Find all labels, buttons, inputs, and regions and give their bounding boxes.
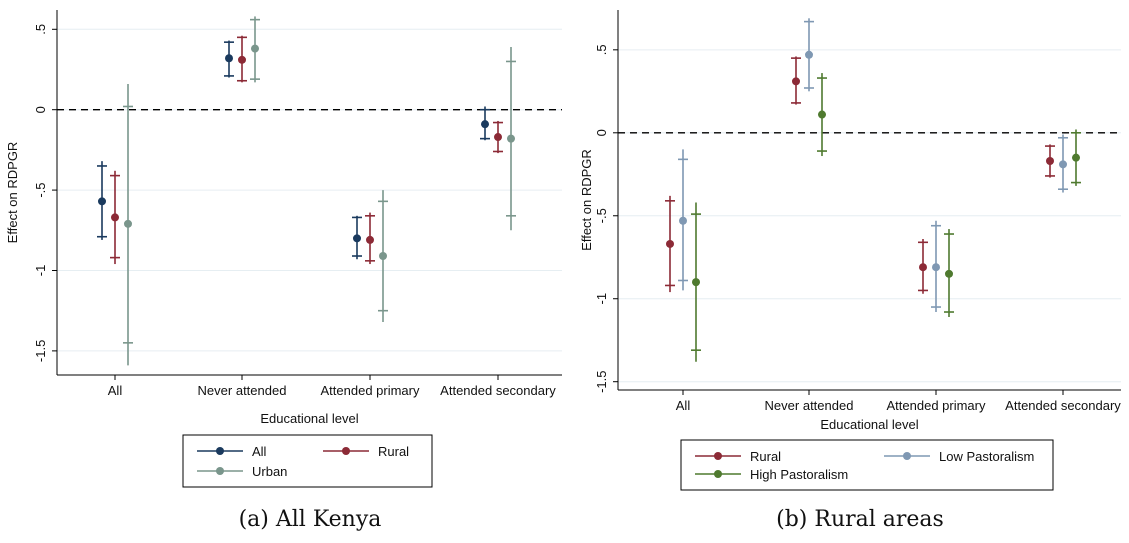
legend-label: Low Pastoralism (939, 449, 1034, 464)
x-tick-label: Never attended (765, 398, 854, 413)
data-point (481, 120, 489, 129)
y-tick-label: -.5 (33, 183, 48, 198)
legend-box (182, 434, 433, 488)
y-tick-label: -1 (594, 293, 609, 305)
legend-label: Rural (750, 449, 781, 464)
data-point (932, 263, 940, 272)
series-urban (123, 16, 516, 366)
x-tick-label: Attended primary (887, 398, 986, 413)
y-tick-label: 0 (594, 129, 609, 136)
data-point (225, 54, 233, 63)
data-point (818, 110, 826, 119)
data-point (666, 239, 674, 248)
y-tick-label: .5 (594, 44, 609, 55)
legend-item: Low Pastoralism (884, 449, 1034, 464)
legend-box (680, 439, 1054, 491)
data-point (238, 55, 246, 64)
legend-label: Urban (252, 464, 287, 479)
data-point (692, 278, 700, 287)
x-tick-label: Never attended (198, 383, 287, 398)
x-tick-label: Attended secondary (1005, 398, 1121, 413)
data-point (507, 134, 515, 143)
legend: All Rural Urban (182, 434, 433, 488)
panel-caption: (a) All Kenya (239, 507, 382, 532)
legend-label: High Pastoralism (750, 467, 848, 482)
y-axis-title: Effect on RDPGR (5, 142, 20, 244)
data-point (1072, 153, 1080, 162)
data-point (945, 269, 953, 278)
legend-item: Rural (695, 449, 781, 464)
x-axis-title: Educational level (260, 411, 358, 426)
data-point (805, 50, 813, 59)
x-tick-label: Attended primary (321, 383, 420, 398)
y-tick-label: -1.5 (33, 340, 48, 362)
legend: Rural Low Pastoralism High Pastoralism (680, 439, 1054, 491)
y-tick-label: 0 (33, 106, 48, 113)
legend-label: Rural (378, 444, 409, 459)
series-all (97, 40, 490, 260)
series-rural (665, 56, 1055, 294)
legend-item: Rural (323, 444, 409, 459)
data-point (792, 77, 800, 86)
y-tick-label: -.5 (594, 208, 609, 223)
data-point (679, 216, 687, 225)
data-point (919, 263, 927, 272)
x-tick-label: Attended secondary (440, 383, 556, 398)
data-point (494, 133, 502, 142)
data-point (111, 213, 119, 222)
x-tick-label: All (108, 383, 123, 398)
panel-a-all-kenya: .5 0 -.5 -1 -1.5 All Never attended Attended pr… (5, 10, 562, 532)
series-rural (110, 35, 503, 265)
data-point (251, 44, 259, 53)
legend-swatch-marker (216, 447, 224, 455)
x-tick-label: All (676, 398, 691, 413)
x-axis-title: Educational level (820, 417, 918, 432)
legend-swatch-marker (714, 452, 722, 460)
legend-item: All (197, 444, 267, 459)
y-axis-title: Effect on RDPGR (579, 149, 594, 251)
data-point (124, 219, 132, 228)
y-tick-label: .5 (33, 24, 48, 35)
data-point (353, 234, 361, 243)
panel-caption: (b) Rural areas (776, 507, 944, 532)
y-tick-label: -1.5 (594, 370, 609, 392)
data-point (1059, 160, 1067, 169)
y-tick-label: -1 (33, 265, 48, 277)
legend-label: All (252, 444, 267, 459)
legend-item: Urban (197, 464, 287, 479)
legend-swatch-marker (903, 452, 911, 460)
panel-b-rural-areas: .5 0 -.5 -1 -1.5 All Never attended Attended pr… (579, 10, 1121, 532)
legend-item: High Pastoralism (695, 467, 848, 482)
legend-swatch-marker (342, 447, 350, 455)
data-point (98, 197, 106, 206)
series-low-pastoralism (678, 18, 1068, 313)
series-high-pastoralism (691, 73, 1081, 362)
data-point (379, 252, 387, 261)
legend-swatch-marker (216, 467, 224, 475)
data-point (366, 235, 374, 244)
data-point (1046, 157, 1054, 166)
legend-swatch-marker (714, 470, 722, 478)
